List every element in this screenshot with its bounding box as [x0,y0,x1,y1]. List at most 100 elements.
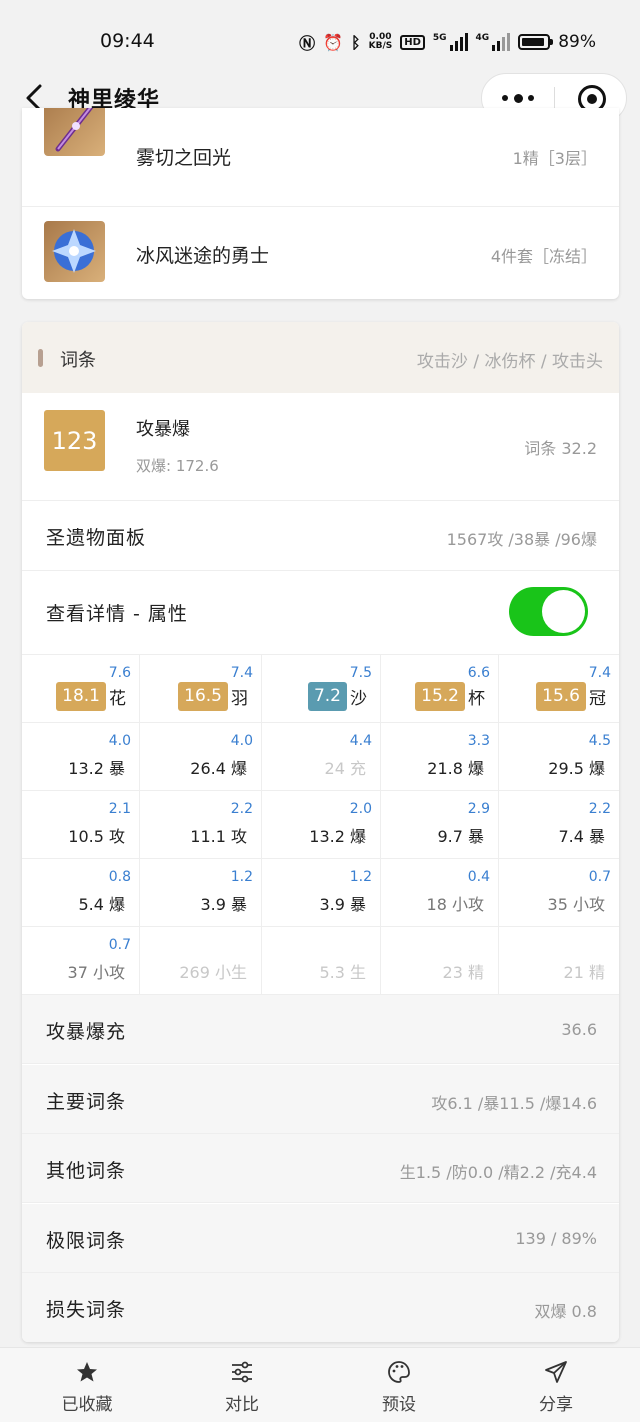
net-speed-value: 0.00 [369,32,392,42]
summary-label: 主要词条 [46,1090,127,1113]
substat-roll-value: 3.3 [467,733,490,749]
artifact-set-image [44,221,105,282]
summary-row: 极限词条 139 / 89% [22,1203,619,1273]
substat-roll-value: 1.2 [230,869,253,885]
substat-value: 35 小攻 [547,895,605,914]
slot-score: 7.5 [349,665,372,681]
substat-roll-value: 4.5 [588,733,611,749]
slot-name: 羽 [231,689,248,709]
battery-percent: 89% [558,32,596,52]
main-stat-badge: 7.2 [307,682,347,711]
signal-4g-label: 4G [475,33,490,43]
sliders-icon [232,1361,252,1383]
tab-presets[interactable]: 预设 [319,1348,479,1422]
detail-toggle-label: 查看详情 - 属性 [46,603,188,625]
crit-value: 双爆: 172.6 [136,457,219,475]
slot-score: 7.4 [588,665,611,681]
grid-header-cell: 7.5 7.2 沙 [262,655,381,723]
substat-value: 37 小攻 [67,963,125,982]
substat-value: 13.2 暴 [68,759,125,778]
substat-value: 3.9 暴 [319,895,366,914]
detail-toggle-row: 查看详情 - 属性 [22,571,619,655]
tab-compare[interactable]: 对比 [162,1348,322,1422]
substat-value: 5.3 生 [319,963,366,982]
substat-value: 3.9 暴 [200,895,247,914]
substat-cell: 2.1 10.5 攻 [22,791,140,859]
status-time: 09:44 [100,30,155,52]
tab-compare-label: 对比 [225,1395,259,1415]
signal-5g-icon: 5G [433,33,468,51]
substat-cell: 2.2 7.4 暴 [499,791,619,859]
substat-cell: 4.5 29.5 爆 [499,723,619,791]
net-speed: 0.00 KB/S [369,33,393,51]
slot-header: 15.6 冠 [536,682,606,711]
slot-score: 6.6 [467,665,490,681]
back-arrow-icon[interactable] [22,80,48,116]
slot-score: 7.6 [108,665,131,681]
status-icons: Ⓝ ⏰ ᛒ 0.00 KB/S HD 5G 4G 89% [299,30,596,54]
main-stats-summary: 攻击沙 / 冰伤杯 / 攻击头 [416,352,603,372]
substat-cell: 4.4 24 充 [262,723,381,791]
substat-cell: 4.0 13.2 暴 [22,723,140,791]
grid-header-cell: 7.6 18.1 花 [22,655,140,723]
summary-value: 36.6 [561,1020,597,1039]
substat-cell: 1.2 3.9 暴 [140,859,262,927]
signal-4g-icon: 4G [476,33,511,51]
slot-header: 16.5 羽 [178,682,248,711]
tab-presets-label: 预设 [382,1395,416,1415]
summary-value: 生1.5 /防0.0 /精2.2 /充4.4 [399,1163,597,1182]
substat-cell: 3.3 21.8 爆 [381,723,499,791]
more-icon[interactable] [502,86,534,110]
substat-roll-value: 2.0 [349,801,372,817]
summary-row: 其他词条 生1.5 /防0.0 /精2.2 /充4.4 [22,1134,619,1203]
substat-cell: 1.2 3.9 暴 [262,859,381,927]
slot-header: 18.1 花 [56,682,126,711]
substat-value: 21.8 爆 [427,759,484,778]
nfc-icon: Ⓝ [299,34,316,53]
slot-name: 杯 [468,689,485,709]
slot-header: 15.2 杯 [415,682,485,711]
substat-value: 10.5 攻 [68,827,125,846]
tab-favorites[interactable]: 已收藏 [7,1348,167,1422]
artifact-set-row[interactable]: 冰风迷途的勇士 4件套［冻结］ [22,206,619,299]
substat-cell: 21 精 [499,927,619,995]
summary-label: 攻暴爆充 [46,1021,127,1043]
substat-cell: 2.9 9.7 暴 [381,791,499,859]
substat-roll-value: 2.2 [588,801,611,817]
artifact-set-name: 冰风迷途的勇士 [136,245,270,267]
summary-label: 极限词条 [46,1229,127,1252]
slot-header: 7.2 沙 [307,682,367,711]
net-speed-unit: KB/S [368,41,393,51]
summary-row: 攻暴爆充 36.6 [22,995,619,1064]
substat-value: 7.4 暴 [558,827,605,846]
summary-row: 主要词条 攻6.1 /暴11.5 /爆14.6 [22,1064,619,1134]
tab-share-label: 分享 [539,1395,573,1415]
substat-cell: 0.8 5.4 爆 [22,859,140,927]
status-bar: 09:44 Ⓝ ⏰ ᛒ 0.00 KB/S HD 5G 4G 89% [0,0,640,80]
tab-favorites-label: 已收藏 [61,1395,113,1415]
artifact-panel-label: 圣遗物面板 [46,527,147,549]
substat-roll-value: 0.4 [467,869,490,885]
slot-name: 花 [109,689,126,709]
substat-value: 9.7 暴 [437,827,484,846]
tab-share[interactable]: 分享 [476,1348,636,1422]
substat-cell: 269 小生 [140,927,262,995]
substat-roll-value: 4.0 [108,733,131,749]
substat-roll-value: 2.9 [467,801,490,817]
stats-card: 词条 攻击沙 / 冰伤杯 / 攻击头 123 攻暴爆 双爆: 172.6 词条 … [22,322,619,1342]
main-stat-badge: 15.6 [536,682,586,711]
substat-value: 29.5 爆 [548,759,605,778]
detail-toggle-switch[interactable] [509,587,588,636]
substat-value: 5.4 爆 [78,895,125,914]
equipment-card: 雾切之回光 1精［3层］ 冰风迷途的勇士 4件套［冻结］ [22,108,619,299]
summary-value: 攻6.1 /暴11.5 /爆14.6 [431,1093,597,1113]
palette-icon [388,1361,410,1383]
capsule-divider [554,87,555,111]
weapon-row[interactable]: 雾切之回光 1精［3层］ [22,108,619,205]
bottom-tab-bar: 已收藏 对比 预设 分享 [0,1347,640,1422]
slot-name: 沙 [350,689,367,709]
main-stat-badge: 18.1 [56,682,106,711]
substat-cell: 4.0 26.4 爆 [140,723,262,791]
substat-value: 26.4 爆 [190,759,247,778]
hd-icon: HD [400,34,425,50]
